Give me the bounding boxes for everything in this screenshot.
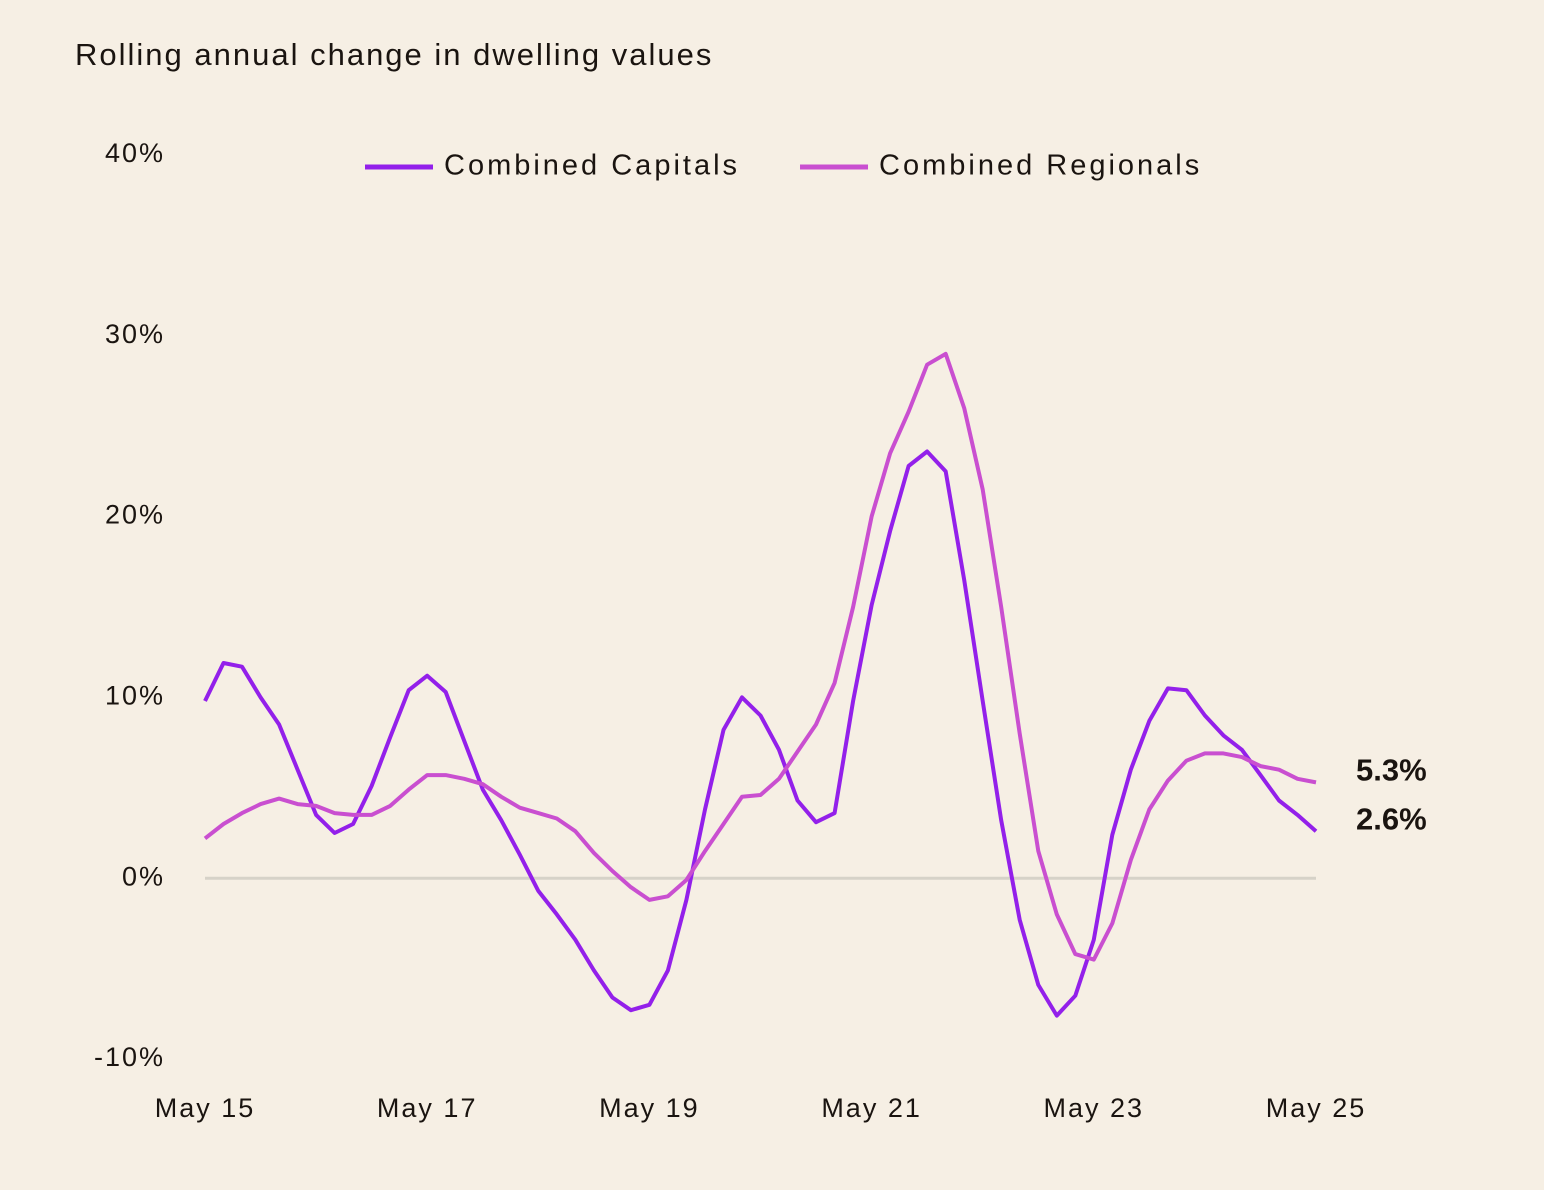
- x-tick-label: May 17: [377, 1093, 478, 1123]
- y-tick-label: 20%: [105, 500, 165, 530]
- y-tick-label: 30%: [105, 319, 165, 349]
- end-label: 2.6%: [1356, 801, 1427, 836]
- legend-label: Combined Regionals: [879, 150, 1202, 182]
- x-tick-label: May 19: [599, 1093, 700, 1123]
- x-tick-label: May 23: [1044, 1093, 1145, 1123]
- y-tick-label: 40%: [105, 138, 165, 168]
- series-line: [203, 351, 1317, 962]
- x-tick-label: May 21: [821, 1093, 922, 1123]
- y-tick-label: 10%: [105, 681, 165, 711]
- y-tick-label: -10%: [94, 1042, 165, 1072]
- x-tick-label: May 25: [1266, 1093, 1367, 1123]
- y-tick-label: 0%: [122, 861, 165, 891]
- series-line: [203, 449, 1318, 1018]
- end-label: 5.3%: [1356, 753, 1427, 788]
- chart-title: Rolling annual change in dwelling values: [75, 37, 713, 72]
- legend-label: Combined Capitals: [444, 150, 740, 182]
- x-tick-label: May 15: [155, 1093, 256, 1123]
